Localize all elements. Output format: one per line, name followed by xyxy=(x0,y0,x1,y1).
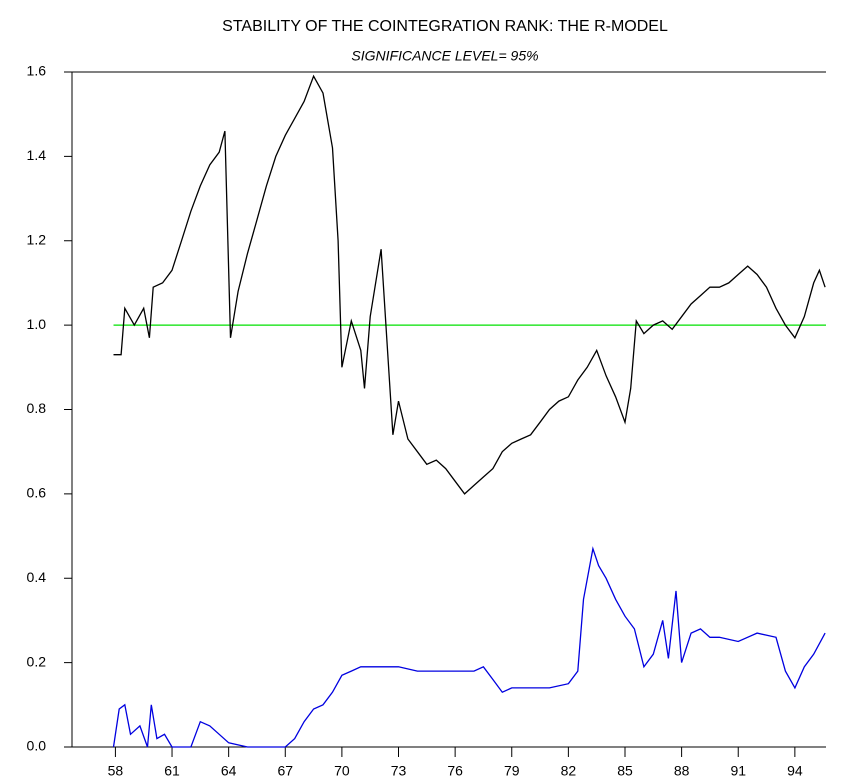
x-tick-label: 82 xyxy=(561,763,577,779)
x-tick-label: 73 xyxy=(391,763,407,779)
y-tick-label: 0.0 xyxy=(27,738,47,754)
y-tick-label: 0.2 xyxy=(27,653,47,669)
y-tick-label: 0.6 xyxy=(27,485,47,501)
data-line xyxy=(112,546,826,748)
chart-subtitle: SIGNIFICANCE LEVEL= 95% xyxy=(351,48,538,64)
x-tick-label: 94 xyxy=(787,763,803,779)
data-line xyxy=(113,74,826,495)
y-tick-label: 1.4 xyxy=(27,147,47,163)
x-tick-label: 64 xyxy=(221,763,237,779)
x-tick-label: 88 xyxy=(674,763,690,779)
x-tick-label: 76 xyxy=(447,763,463,779)
x-tick-label: 79 xyxy=(504,763,520,779)
chart-title: STABILITY OF THE COINTEGRATION RANK: THE… xyxy=(222,18,668,35)
y-tick-label: 1.0 xyxy=(27,316,47,332)
x-tick-label: 67 xyxy=(277,763,293,779)
x-tick-label: 85 xyxy=(617,763,633,779)
y-tick-label: 0.8 xyxy=(27,400,47,416)
y-tick-label: 0.4 xyxy=(27,569,47,585)
y-tick-label: 1.6 xyxy=(27,63,47,79)
x-tick-label: 91 xyxy=(730,763,746,779)
y-tick-label: 1.2 xyxy=(27,231,47,247)
x-tick-label: 58 xyxy=(108,763,124,779)
x-tick-label: 70 xyxy=(334,763,350,779)
x-tick-label: 61 xyxy=(164,763,180,779)
